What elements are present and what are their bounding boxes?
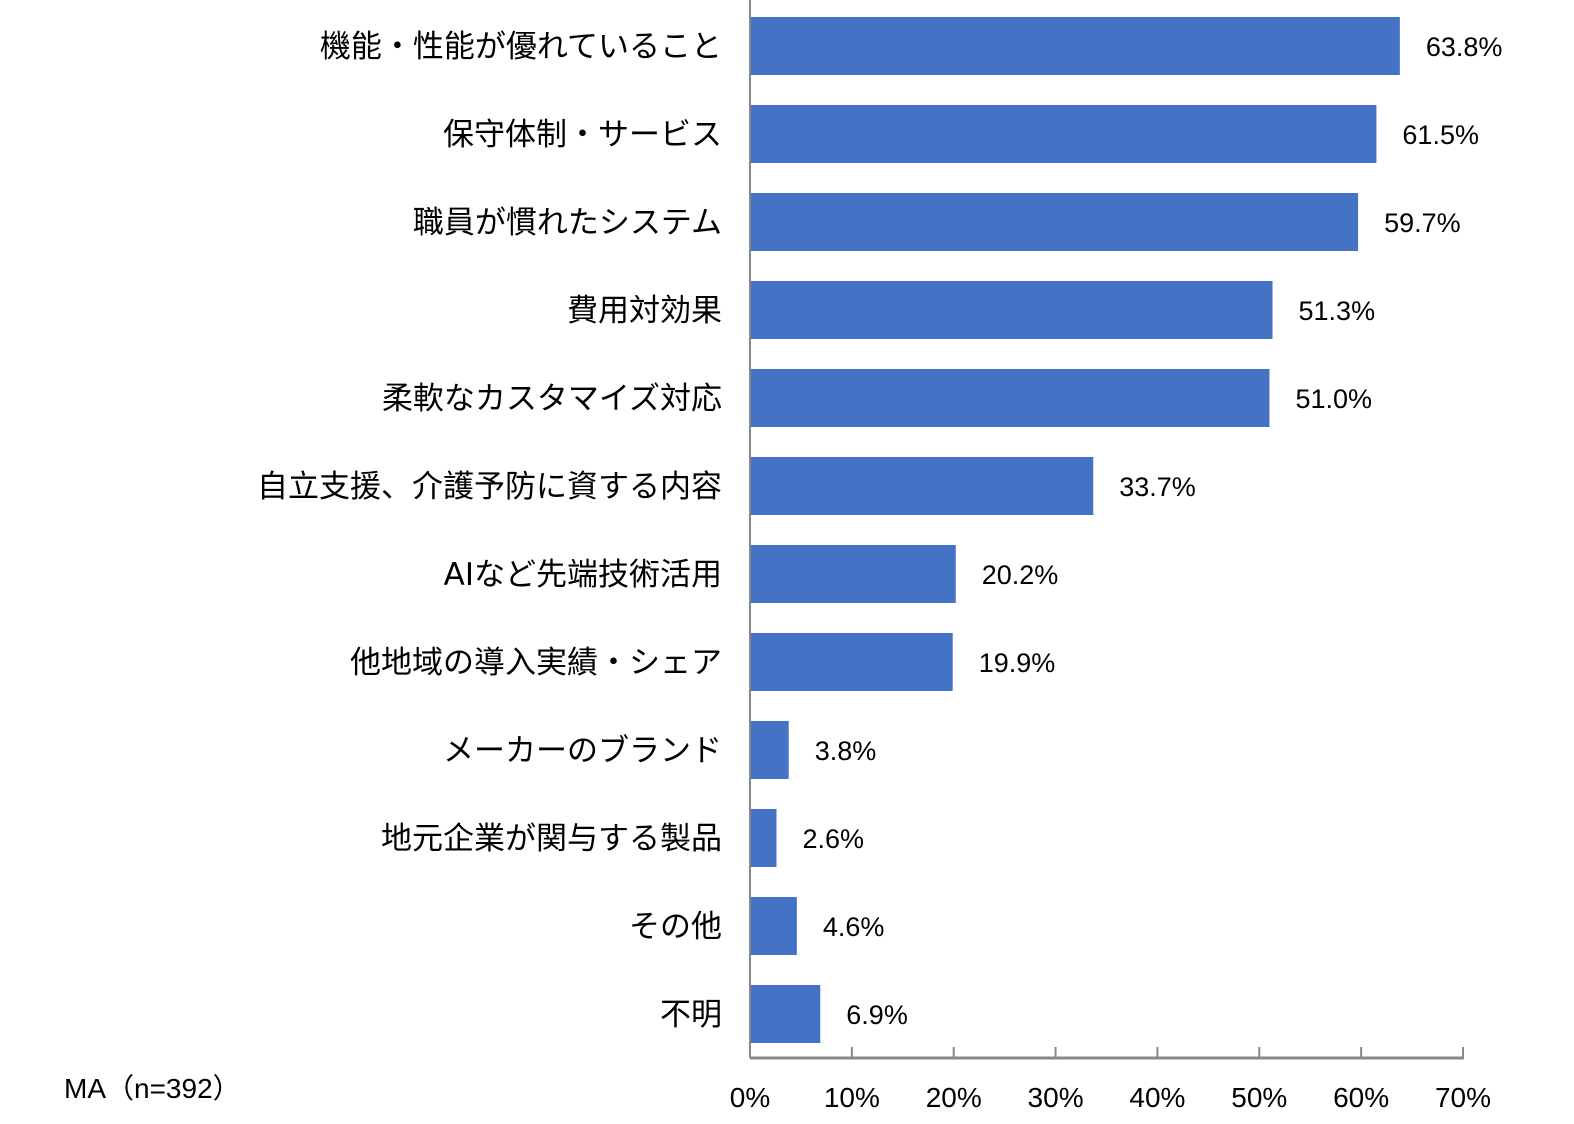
bar	[750, 105, 1377, 163]
x-tick-label: 70%	[1435, 1082, 1491, 1113]
category-label: 機能・性能が優れていること	[320, 29, 722, 65]
category-label: AIなど先端技術活用	[444, 557, 722, 593]
bar	[750, 281, 1273, 339]
value-label: 4.6%	[823, 912, 885, 942]
category-label: 柔軟なカスタマイズ対応	[382, 381, 722, 417]
bar	[750, 457, 1094, 515]
category-label: 職員が慣れたシステム	[413, 205, 722, 241]
x-tick-label: 0%	[730, 1082, 770, 1113]
sample-note: MA（n=392）	[64, 1073, 241, 1104]
value-label: 33.7%	[1119, 472, 1196, 502]
category-label: 地元企業が関与する製品	[381, 821, 722, 857]
category-label: 自立支援、介護予防に資する内容	[257, 469, 722, 505]
value-label: 51.3%	[1299, 296, 1376, 326]
value-label: 20.2%	[982, 560, 1059, 590]
value-label: 3.8%	[815, 736, 877, 766]
x-tick-label: 40%	[1129, 1082, 1185, 1113]
bar	[750, 809, 777, 867]
bar	[750, 897, 797, 955]
value-label: 61.5%	[1402, 120, 1479, 150]
x-tick-label: 20%	[926, 1082, 982, 1113]
category-label: 不明	[660, 997, 722, 1033]
bar	[750, 369, 1270, 427]
x-tick-label: 60%	[1333, 1082, 1389, 1113]
bar	[750, 985, 821, 1043]
bar	[750, 17, 1400, 75]
bar	[750, 721, 789, 779]
x-tick-label: 50%	[1231, 1082, 1287, 1113]
bar	[750, 545, 956, 603]
category-label: 保守体制・サービス	[443, 117, 722, 153]
value-label: 6.9%	[846, 1000, 908, 1030]
category-label: メーカーのブランド	[443, 733, 722, 769]
category-label: 他地域の導入実績・シェア	[350, 645, 722, 681]
category-label: その他	[629, 909, 722, 945]
category-label: 費用対効果	[567, 293, 722, 329]
bar	[750, 633, 953, 691]
value-label: 2.6%	[802, 824, 864, 854]
x-tick-label: 30%	[1028, 1082, 1084, 1113]
bar	[750, 193, 1359, 251]
value-label: 59.7%	[1384, 208, 1461, 238]
value-label: 63.8%	[1426, 32, 1503, 62]
value-label: 19.9%	[979, 648, 1056, 678]
x-tick-label: 10%	[824, 1082, 880, 1113]
value-label: 51.0%	[1295, 384, 1372, 414]
